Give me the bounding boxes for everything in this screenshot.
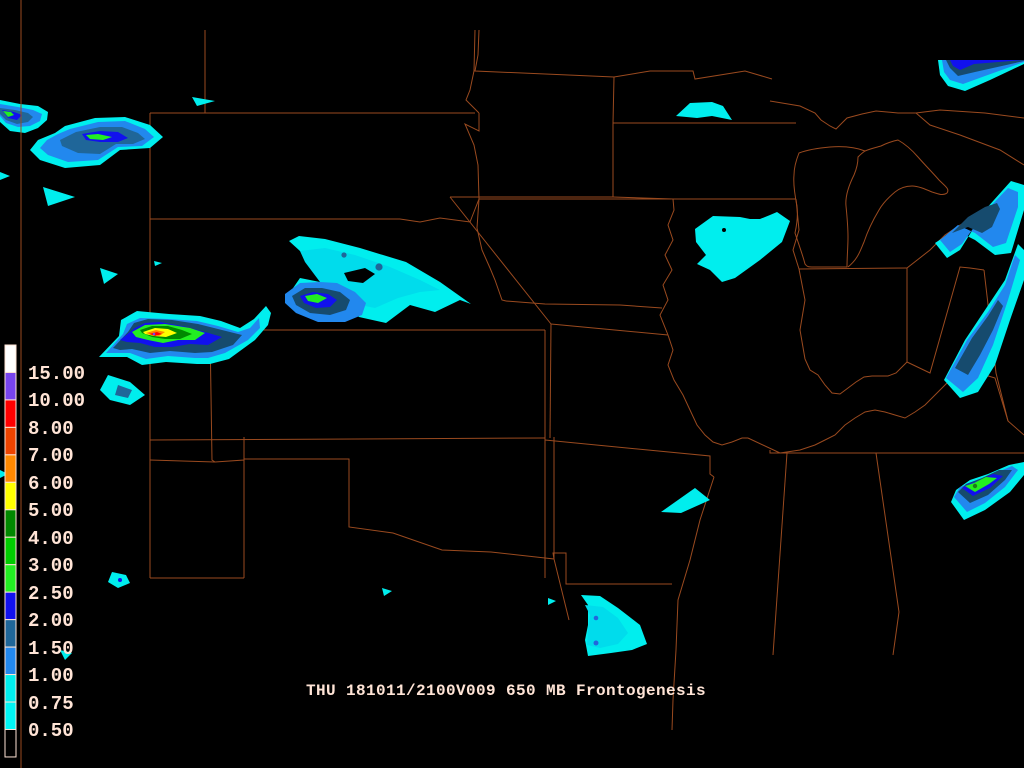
svg-text:THU 181011/2100V009 650 MB Fro: THU 181011/2100V009 650 MB Frontogenesis — [306, 682, 706, 700]
svg-text:1.00: 1.00 — [28, 665, 74, 687]
svg-text:2.00: 2.00 — [28, 610, 74, 632]
svg-text:8.00: 8.00 — [28, 418, 74, 440]
svg-text:6.00: 6.00 — [28, 473, 74, 495]
svg-text:1.50: 1.50 — [28, 638, 74, 660]
svg-text:15.00: 15.00 — [28, 363, 85, 385]
svg-text:0.50: 0.50 — [28, 720, 74, 742]
svg-text:5.00: 5.00 — [28, 500, 74, 522]
svg-text:2.50: 2.50 — [28, 583, 74, 605]
svg-text:3.00: 3.00 — [28, 555, 74, 577]
svg-text:4.00: 4.00 — [28, 528, 74, 550]
svg-text:10.00: 10.00 — [28, 390, 85, 412]
svg-text:0.75: 0.75 — [28, 693, 74, 715]
svg-text:7.00: 7.00 — [28, 445, 74, 467]
